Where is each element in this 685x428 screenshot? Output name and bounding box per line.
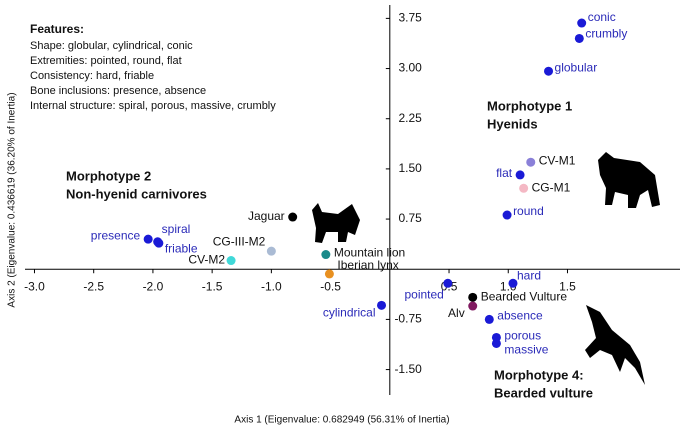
silhouettes (312, 152, 660, 385)
feature-line: Internal structure: spiral, porous, mass… (30, 100, 276, 112)
point (321, 250, 331, 260)
feature-line: Bone inclusions: presence, absence (30, 85, 206, 97)
point-label: conic (588, 10, 616, 24)
y-tick-label: 0.75 (398, 211, 422, 225)
point (508, 278, 518, 288)
point-label: crumbly (585, 27, 627, 41)
point-label: pointed (404, 287, 443, 301)
y-tick-label: 3.00 (398, 61, 422, 75)
point-label: globular (555, 60, 598, 74)
feature-line: Consistency: hard, friable (30, 70, 154, 82)
point (443, 278, 453, 288)
point (324, 269, 334, 279)
point-label: CV-M2 (188, 253, 225, 267)
point-label: porous (504, 329, 541, 343)
point (226, 256, 236, 266)
x-tick-label: -1.5 (202, 279, 223, 293)
group-label: Morphotype 2 (66, 168, 151, 183)
point (491, 338, 501, 348)
x-tick-label: 1.5 (559, 279, 576, 293)
point (515, 170, 525, 180)
point-label: CV-M1 (539, 153, 576, 167)
group-label: Hyenids (487, 116, 538, 131)
point-label: Bearded Vulture (481, 290, 568, 304)
features-title: Features: (30, 22, 84, 36)
point-label: Iberian lynx (337, 258, 398, 272)
x-axis-label: Axis 1 (Eigenvalue: 0.682949 (56.31% of … (234, 415, 449, 426)
feature-line: Extremities: pointed, round, flat (30, 55, 182, 67)
y-tick-label: -1.50 (394, 362, 422, 376)
point-label: CG-M1 (532, 180, 571, 194)
y-axis-label: Axis 2 (Eigenvalue: 0.436619 (36.20% of … (7, 92, 18, 307)
point-label: cylindrical (323, 306, 376, 320)
point (143, 234, 153, 244)
point (574, 33, 584, 43)
point (577, 18, 587, 28)
point-label: Jaguar (248, 209, 285, 223)
point (502, 210, 512, 220)
point (266, 246, 276, 256)
point-label: Mountain lion (334, 246, 405, 260)
x-tick-label: -0.5 (320, 279, 341, 293)
point (288, 212, 298, 222)
group-label: Non-hyenid carnivores (66, 186, 207, 201)
x-tick-label: -2.5 (83, 279, 104, 293)
x-tick-label: -2.0 (143, 279, 164, 293)
point-label: flat (496, 166, 513, 180)
point-label: friable (165, 241, 198, 255)
point-label: spiral (162, 222, 191, 236)
point-label: round (513, 204, 544, 218)
point (544, 66, 554, 76)
feature-line: Shape: globular, cylindrical, conic (30, 40, 193, 52)
point (377, 300, 387, 310)
point-label: massive (504, 343, 548, 357)
point-label: absence (497, 309, 543, 323)
x-tick-label: -3.0 (24, 279, 45, 293)
point (484, 314, 494, 324)
y-tick-label: 2.25 (398, 111, 422, 125)
x-tick-label: -1.0 (261, 279, 282, 293)
y-tick-label: 1.50 (398, 161, 422, 175)
point (154, 238, 164, 248)
point (526, 157, 536, 167)
point-label: hard (517, 268, 541, 282)
point (519, 183, 529, 193)
point (468, 292, 478, 302)
point (468, 301, 478, 311)
y-tick-label: -0.75 (394, 312, 422, 326)
point-label: presence (91, 228, 141, 242)
group-label: Morphotype 4: (494, 367, 584, 382)
point-label: Alv (448, 306, 465, 320)
group-label: Morphotype 1 (487, 98, 572, 113)
group-label: Bearded vulture (494, 385, 593, 400)
point-label: CG-III-M2 (213, 234, 266, 248)
y-tick-label: 3.75 (398, 11, 422, 25)
